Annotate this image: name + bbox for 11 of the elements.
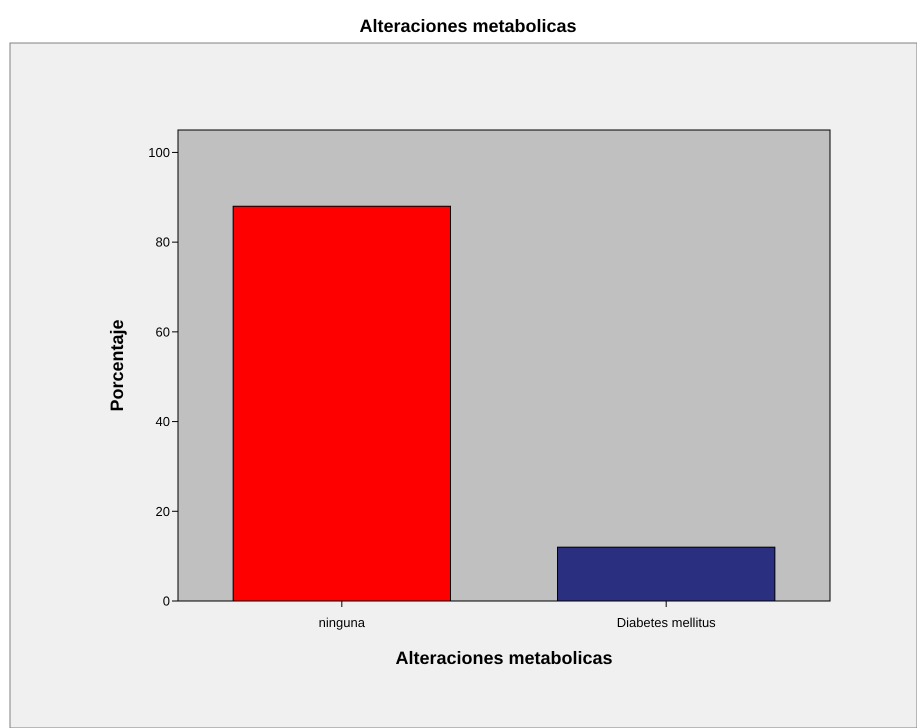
chart-title: Alteraciones metabolicas: [359, 16, 577, 36]
y-tick-label: 0: [162, 594, 170, 609]
y-tick-label: 100: [148, 144, 170, 160]
x-tick-label: Diabetes mellitus: [616, 615, 716, 630]
y-tick-label: 80: [156, 234, 170, 250]
x-tick-label: ninguna: [318, 615, 366, 630]
y-tick-label: 60: [156, 324, 170, 340]
x-axis-title: Alteraciones metabolicas: [395, 648, 613, 668]
y-tick-label: 40: [156, 414, 170, 430]
y-axis-title: Porcentaje: [107, 319, 127, 412]
y-tick-label: 20: [156, 504, 170, 519]
